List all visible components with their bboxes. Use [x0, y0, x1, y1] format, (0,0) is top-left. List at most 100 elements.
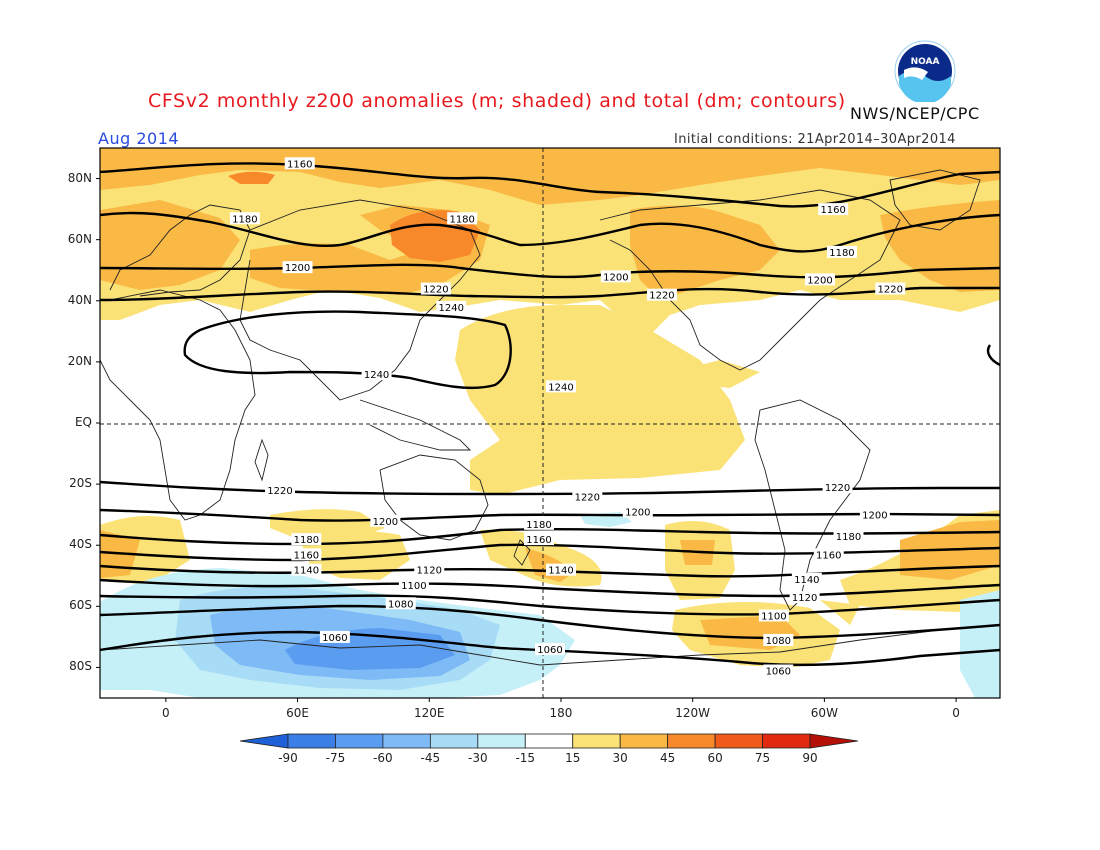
contour-label-text: 1060 — [766, 667, 791, 678]
contour-label: 1160 — [813, 548, 844, 561]
logo-text: NOAA — [911, 57, 940, 67]
lat-tick-label: 80S — [69, 659, 92, 674]
coast-africa — [100, 289, 256, 521]
contour-label-text: 1200 — [625, 508, 650, 519]
contour-label-text: 1120 — [792, 593, 817, 604]
colorbar-label: -15 — [515, 751, 536, 765]
contour-1060-south — [100, 630, 1000, 667]
forecast-month: Aug 2014 — [98, 129, 180, 148]
contour-1200-south — [100, 508, 1000, 522]
contour-label-text: 1160 — [820, 205, 845, 216]
contour-label-text: 1140 — [294, 566, 319, 577]
contour-label: 1060 — [319, 630, 350, 644]
contour-label-text: 1200 — [807, 275, 832, 286]
contour-label: 1240 — [545, 380, 576, 393]
colorbar-label: 60 — [707, 751, 723, 765]
contour-label-text: 1180 — [526, 520, 551, 531]
colorbar-label: 90 — [802, 751, 818, 765]
coast-southeast-asia — [359, 399, 472, 451]
colorbar-label: -75 — [325, 751, 346, 765]
contour-label: 1180 — [833, 530, 864, 543]
contour-label: 1060 — [535, 643, 565, 656]
colorbar-label: -45 — [420, 751, 441, 765]
contour-label: 1220 — [822, 481, 853, 494]
contour-label-text: 1060 — [322, 633, 347, 644]
contour-label-text: 1080 — [766, 636, 791, 647]
colorbar-label: -30 — [468, 751, 488, 765]
contour-label: 1120 — [789, 591, 820, 604]
contour-1160 — [100, 162, 1000, 208]
reference-lines — [100, 148, 1000, 698]
contour-label-text: 1240 — [438, 303, 463, 314]
contour-label: 1200 — [600, 270, 631, 283]
contour-1100-south — [100, 594, 1000, 616]
contour-label: 1160 — [524, 533, 555, 546]
contour-label: 1240 — [436, 300, 467, 314]
contour-label: 1220 — [875, 282, 906, 296]
lon-tick-label: 60W — [810, 706, 838, 720]
contour-label: 1180 — [826, 245, 857, 259]
contour-label: 1200 — [859, 508, 890, 522]
chart-title: CFSv2 monthly z200 anomalies (m; shaded)… — [148, 90, 846, 112]
contour-1180-north — [100, 211, 1000, 253]
tick-marks — [96, 178, 957, 702]
contour-label-text: 1180 — [829, 248, 854, 259]
contour-label-text: 1160 — [294, 550, 319, 561]
coast-antarctica — [100, 624, 1000, 666]
lat-tick-label: 40S — [69, 537, 92, 552]
contour-label-text: 1240 — [548, 382, 573, 393]
lon-tick-label: 120W — [675, 706, 711, 720]
contour-label-text: 1140 — [794, 575, 819, 586]
contour-label: 1080 — [763, 633, 794, 647]
lat-tick-label: 20N — [67, 353, 92, 368]
contour-label-text: 1100 — [761, 612, 786, 623]
contour-label: 1160 — [284, 157, 315, 170]
contour-label: 1140 — [791, 572, 822, 586]
contour-label-text: 1180 — [294, 535, 319, 546]
lat-tick-label: 80N — [67, 170, 92, 185]
contour-1120-south — [100, 578, 1000, 598]
colorbar-label: 45 — [659, 751, 676, 765]
contour-label-text: 1160 — [287, 159, 312, 170]
contour-1240-east — [986, 344, 1000, 367]
contour-label: 1180 — [524, 517, 555, 531]
contour-label: 1060 — [763, 664, 794, 678]
coast-north-america — [599, 189, 901, 371]
contour-label-text: 1200 — [862, 511, 887, 522]
contour-label-text: 1200 — [373, 517, 398, 528]
lon-tick-label: 0 — [952, 706, 960, 720]
contour-label: 1180 — [291, 533, 322, 546]
lat-tick-label: 20S — [69, 476, 92, 491]
contour-label: 1100 — [758, 609, 789, 623]
contour-label-text: 1220 — [825, 483, 850, 494]
contour-label-text: 1180 — [836, 532, 861, 543]
contour-label: 1200 — [370, 514, 401, 528]
agency-label: NWS/NCEP/CPC — [850, 104, 980, 123]
contour-label-text: 1220 — [267, 486, 292, 497]
initial-conditions: Initial conditions: 21Apr2014–30Apr2014 — [674, 132, 956, 147]
contour-label-text: 1220 — [878, 285, 903, 296]
contour-label: 1160 — [291, 548, 322, 561]
contour-label: 1200 — [282, 261, 313, 274]
coast-asia — [239, 199, 481, 401]
contour-label: 1180 — [229, 212, 260, 225]
contour-label: 1160 — [818, 203, 849, 216]
lat-tick-label: 40N — [67, 292, 92, 307]
contour-label-text: 1120 — [417, 566, 442, 577]
colorbar-label: -60 — [373, 751, 393, 765]
coast-madagascar — [254, 438, 269, 482]
contour-label-text: 1160 — [816, 550, 841, 561]
contour-1180-south — [100, 527, 1000, 546]
contour-1200-north — [100, 263, 1000, 279]
contour-1220-north — [100, 286, 1000, 302]
contour-label: 1140 — [545, 563, 576, 577]
contour-label-text: 1180 — [232, 214, 257, 225]
contour-1220-south — [100, 480, 1000, 496]
contour-label-text: 1240 — [364, 370, 389, 381]
contour-label-text: 1200 — [603, 272, 628, 283]
noaa-logo: NOAA — [894, 40, 956, 102]
contour-label: 1200 — [805, 273, 835, 286]
lat-tick-label: 60N — [67, 231, 92, 246]
contour-label-text: 1200 — [285, 263, 310, 274]
